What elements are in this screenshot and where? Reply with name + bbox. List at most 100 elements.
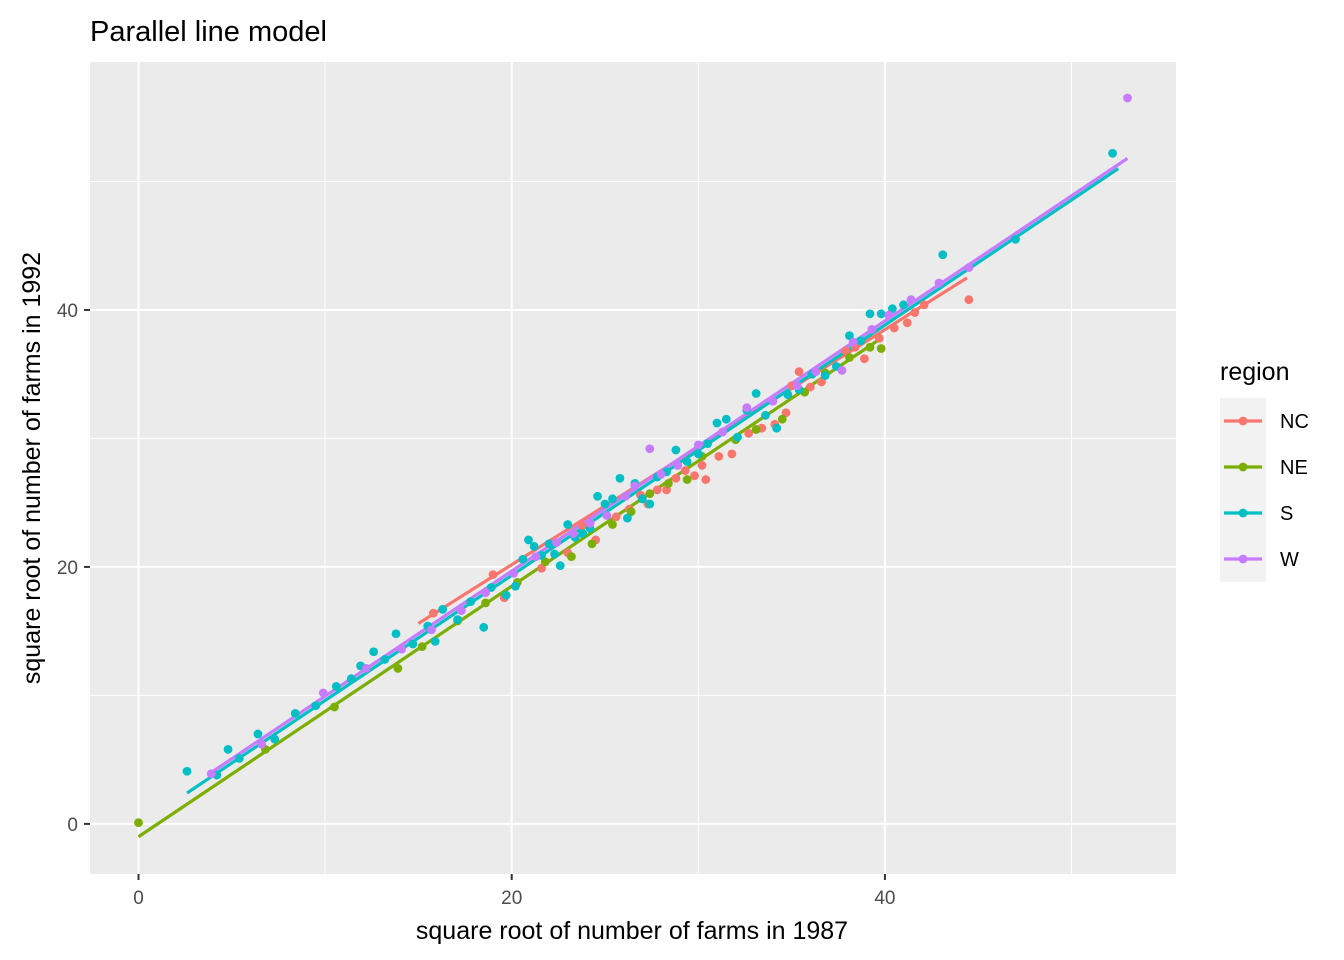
point-s: [511, 581, 520, 591]
point-w: [792, 381, 802, 391]
point-s: [578, 529, 588, 538]
point-nc: [902, 318, 912, 328]
point-ne: [876, 344, 886, 353]
point-s: [865, 309, 875, 319]
legend-point-ne: [1238, 462, 1248, 472]
point-w: [934, 278, 944, 288]
point-s: [845, 331, 854, 341]
point-s: [486, 583, 496, 592]
point-s: [331, 682, 341, 691]
point-nc: [714, 452, 724, 461]
point-ne: [330, 702, 339, 712]
point-nc: [889, 323, 899, 333]
point-w: [456, 606, 466, 616]
point-w: [884, 310, 894, 320]
point-nc: [701, 475, 711, 484]
point-ne: [567, 552, 576, 562]
point-w: [656, 470, 666, 479]
point-w: [427, 625, 436, 635]
x-tick-label: 40: [874, 888, 895, 909]
point-s: [772, 423, 782, 433]
point-ne: [645, 489, 655, 499]
legend-label-ne: NE: [1280, 457, 1308, 479]
point-s: [380, 655, 390, 664]
y-axis: 0 20 40: [57, 301, 90, 836]
point-w: [568, 529, 578, 538]
point-ne: [393, 664, 403, 673]
point-nc: [428, 608, 438, 618]
point-s: [703, 439, 713, 448]
point-s: [721, 414, 731, 424]
y-tick-label: 20: [57, 558, 78, 579]
point-s: [615, 473, 625, 483]
point-nc: [817, 377, 826, 387]
point-s: [876, 309, 886, 319]
point-s: [391, 629, 401, 639]
point-s: [751, 389, 761, 398]
point-s: [223, 744, 233, 754]
y-tick-label: 0: [67, 815, 78, 836]
point-s: [466, 597, 476, 607]
point-nc: [727, 449, 737, 459]
point-w: [206, 769, 216, 779]
major-gridlines: [90, 62, 1176, 874]
point-nc: [680, 466, 690, 475]
point-nc: [964, 295, 974, 305]
point-w: [481, 588, 490, 598]
point-w: [621, 491, 630, 501]
point-ne: [777, 414, 787, 424]
point-s: [408, 639, 418, 649]
point-s: [529, 541, 539, 551]
point-s: [600, 499, 610, 509]
point-w: [552, 538, 561, 547]
point-s: [438, 604, 448, 614]
point-w: [906, 295, 916, 305]
point-w: [1123, 93, 1132, 103]
fit-line-ne: [137, 336, 883, 839]
point-ne: [540, 557, 550, 567]
point-ne: [134, 818, 143, 828]
point-s: [761, 410, 770, 420]
point-nc: [611, 512, 621, 522]
point-w: [645, 444, 655, 454]
point-ne: [664, 479, 673, 488]
point-w: [742, 403, 752, 413]
point-s: [623, 513, 632, 523]
point-w: [693, 440, 703, 450]
point-nc: [652, 485, 662, 495]
point-s: [346, 674, 356, 684]
point-s: [887, 304, 897, 314]
legend-title: region: [1220, 358, 1290, 386]
point-w: [630, 481, 640, 491]
x-axis: 0 20 40: [133, 874, 895, 909]
legend-label-s: S: [1280, 503, 1293, 525]
point-s: [563, 520, 573, 529]
point-ne: [682, 475, 692, 484]
point-s: [544, 539, 554, 549]
point-w: [318, 688, 328, 698]
plot-panel: [90, 62, 1176, 874]
legend-point-s: [1238, 508, 1248, 518]
point-w: [585, 518, 595, 528]
point-w: [397, 644, 407, 654]
point-ne: [587, 539, 597, 549]
point-nc: [744, 428, 754, 438]
point-nc: [537, 563, 546, 573]
point-w: [718, 427, 727, 437]
point-s: [550, 549, 560, 559]
fit-line-s: [186, 167, 1120, 795]
point-s: [856, 336, 866, 346]
point-ne: [751, 425, 761, 434]
point-nc: [841, 346, 851, 356]
point-w: [964, 263, 974, 272]
point-nc: [488, 570, 498, 580]
point-s: [270, 734, 280, 744]
point-s: [733, 432, 742, 442]
point-ne: [417, 642, 427, 651]
point-w: [361, 664, 371, 673]
y-tick-label: 40: [57, 301, 78, 322]
point-s: [637, 494, 647, 504]
legend: region NC NE S W: [1220, 358, 1309, 582]
point-w: [848, 337, 858, 347]
